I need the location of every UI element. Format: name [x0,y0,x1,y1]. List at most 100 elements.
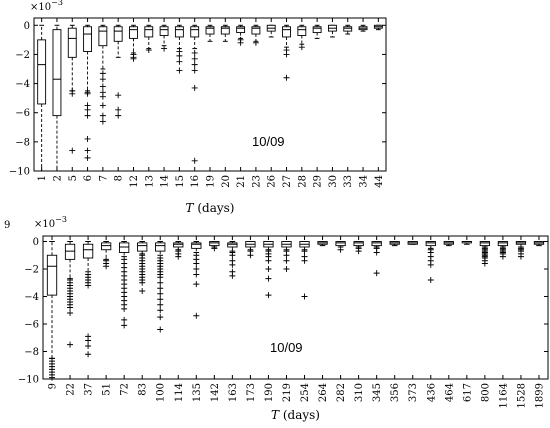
box-617 [461,241,472,245]
x-tick-label: 5 [68,175,79,181]
outlier-marker [99,83,106,90]
box-800 [479,241,491,267]
outlier-marker [84,112,91,119]
x-tick-label: 464 [444,383,455,402]
box-16 [190,24,200,164]
box-20 [220,24,230,42]
box-33 [343,24,353,35]
x-tick-label: 800 [480,383,491,402]
outlier-marker [157,314,164,321]
outlier-marker [193,281,200,288]
box-436 [425,241,436,283]
outlier-marker [84,106,91,113]
x-axis-title: T (days) [186,201,235,215]
y-tick-label: −6 [15,108,30,119]
x-tick-label: 2 [52,175,63,181]
x-tick-label: 9 [48,383,59,389]
outlier-marker [176,52,183,59]
box-body [137,242,148,252]
outlier-marker [252,39,259,46]
bottom-boxplot-panel: ×10−3 0 −2 −4 −6 −8 −10 9 22 37 51 72 83 100 114 135 142… [4,215,549,422]
box-142 [209,241,220,252]
x-tick-label: 20 [221,175,232,188]
outlier-marker [265,257,272,264]
outlier-marker [85,343,92,349]
box-body [425,241,436,247]
outlier-marker [157,279,164,286]
outlier-marker [85,337,92,344]
box-body [155,242,166,252]
outlier-marker [139,279,146,286]
x-tick-label: 142 [210,383,221,402]
box-1899 [533,241,545,247]
box-body [52,29,62,117]
box-body [282,26,291,38]
box-body [67,27,77,58]
box-173 [245,241,256,259]
box-14 [159,24,169,52]
outlier-marker [499,253,506,260]
x-tick-label: 51 [102,383,113,396]
box-23 [251,24,261,46]
outlier-marker [191,49,198,56]
box-body [64,243,76,260]
outlier-marker [99,93,106,100]
box-163 [227,241,238,279]
outlier-marker [139,288,146,294]
outlier-marker [283,266,290,272]
x-tick-label: 163 [228,383,239,402]
outlier-marker [283,74,290,81]
box-body [46,254,58,296]
outlier-marker [157,307,164,314]
x-tick-label: 173 [246,383,257,402]
outlier-marker [373,270,380,277]
x-tick-label: 22 [66,383,77,396]
x-tick-label: 114 [174,383,185,402]
x-tick-label: 13 [144,175,155,188]
outlier-marker [84,135,91,142]
box-body [312,26,322,34]
outlier-marker [229,252,236,259]
box-19 [205,24,215,42]
box-1164 [497,241,509,260]
y-tick-label: 0 [24,21,30,32]
box-72 [119,241,130,329]
box-body [173,242,184,248]
outlier-marker [229,261,236,268]
date-annotation: 10/09 [252,134,285,149]
x-tick-label: 264 [318,383,329,402]
outlier-marker [247,252,254,259]
outlier-marker [373,249,380,256]
box-114 [173,241,184,260]
outlier-marker [157,326,164,333]
outlier-marker [481,260,488,267]
box-12 [129,24,138,62]
outlier-marker [283,257,290,264]
box-body [159,26,169,36]
outlier-marker [115,112,122,119]
outlier-marker [115,92,122,99]
y-top-tick-label: 9 [4,220,10,231]
x-tick-label: 1899 [534,383,545,408]
x-tick-label: 373 [408,383,419,402]
outlier-marker [67,304,74,311]
box-356 [389,241,400,247]
outlier-marker [337,246,344,253]
outlier-marker [157,301,164,308]
x-tick-label: 7 [98,175,109,181]
outlier-marker [157,290,164,297]
box-body [113,26,123,42]
box-body [129,26,138,39]
y-exponent-label: ×10−3 [30,0,63,13]
outlier-marker [67,341,74,348]
outlier-marker [193,271,200,278]
x-tick-label: 190 [264,383,275,402]
box-464 [443,241,454,247]
outlier-marker [355,248,362,255]
x-tick-label: 16 [190,175,201,188]
date-annotation: 10/09 [270,340,303,355]
box-310 [353,241,364,255]
outlier-marker [427,261,434,268]
x-tick-label: 23 [251,175,262,188]
outlier-marker [99,70,106,77]
